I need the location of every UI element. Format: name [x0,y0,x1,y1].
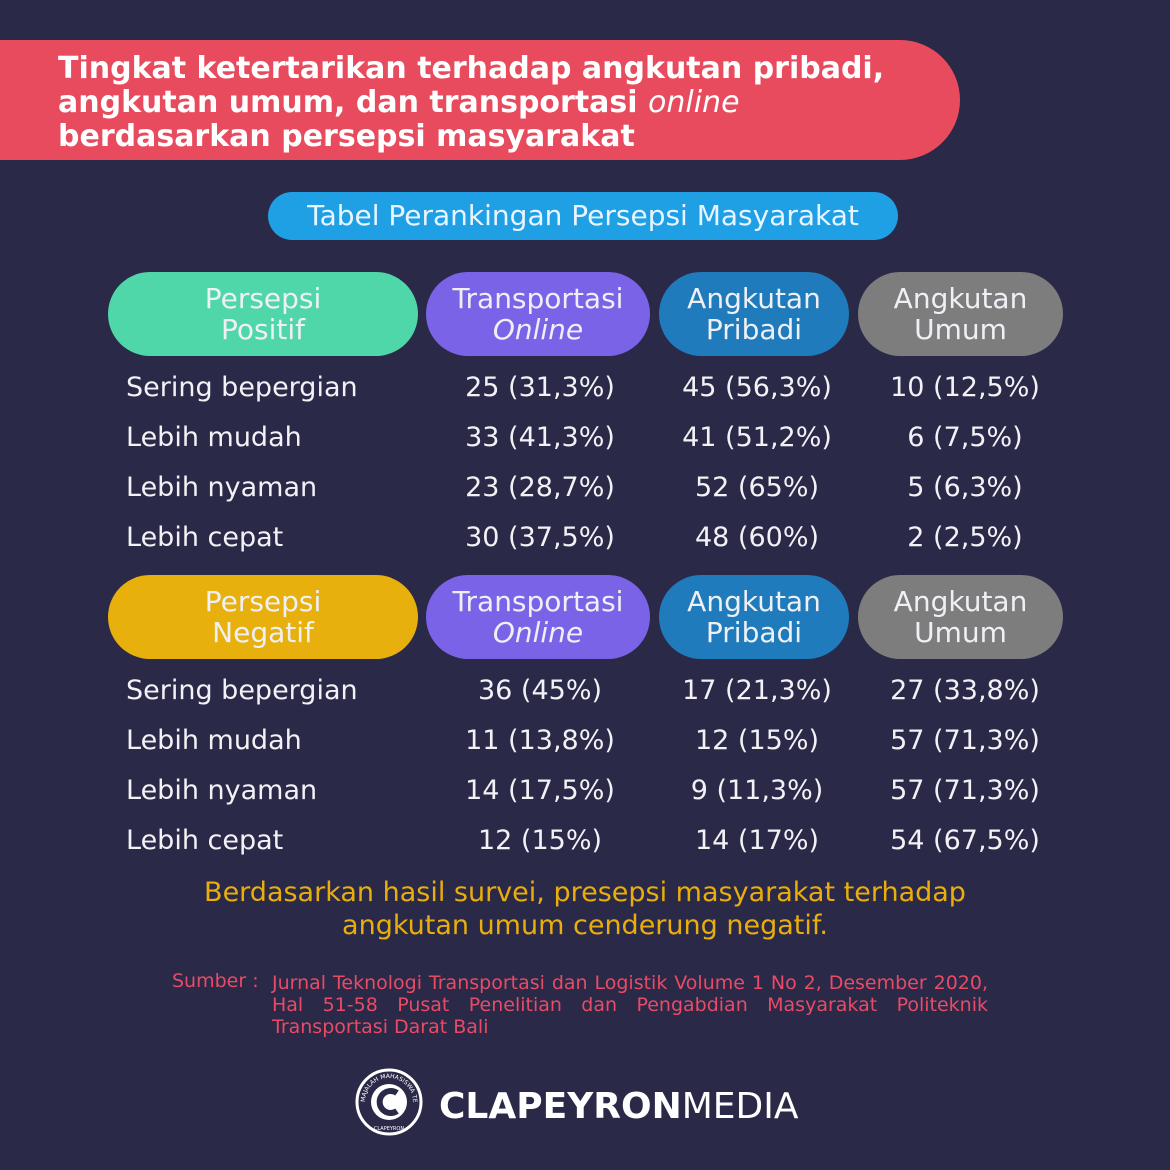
header-pill: Transportasi Online [426,272,650,356]
header-line: Online [492,616,584,649]
header-line: Positif [221,313,305,346]
source-text: Jurnal Teknologi Transportasi dan Logist… [272,972,988,1038]
logo: MAJALAH MAHASISWA TEKNIK SIPIL UGM CLAPE… [355,1060,799,1136]
row-label: Lebih cepat [126,825,284,856]
cell-value: 57 (71,3%) [890,725,1040,756]
cell-value: 52 (65%) [694,472,820,503]
cell-value: 9 (11,3%) [690,775,824,806]
cell-value: 17 (21,3%) [682,675,832,706]
cell-value: 27 (33,8%) [890,675,1040,706]
header-pill: Angkutan Umum [858,575,1063,659]
header-pill: Persepsi Negatif [108,575,418,659]
header-line: Transportasi [452,585,624,618]
cell-value: 36 (45%) [477,675,603,706]
logo-name-bold: CLAPEYRON [439,1086,682,1127]
header-line: Umum [914,616,1007,649]
row-label: Lebih mudah [126,422,302,453]
cell-value: 23 (28,7%) [465,472,615,503]
header-line: Pribadi [705,313,803,346]
header-line: Persepsi [204,282,322,315]
cell-value: 45 (56,3%) [682,372,832,403]
cell-value: 10 (12,5%) [890,372,1040,403]
cell-value: 5 (6,3%) [907,472,1023,503]
header-line: Pribadi [705,616,803,649]
logo-name: CLAPEYRONMEDIA [439,1086,799,1127]
header-pill: Transportasi Online [426,575,650,659]
cell-value: 14 (17,5%) [465,775,615,806]
header-line: Angkutan [687,585,821,618]
cell-value: 25 (31,3%) [465,372,615,403]
header-line: Transportasi [452,282,624,315]
cell-value: 30 (37,5%) [465,522,615,553]
header-pill: Angkutan Pribadi [659,272,849,356]
cell-value: 54 (67,5%) [890,825,1040,856]
row-label: Lebih mudah [126,725,302,756]
table-title: Tabel Perankingan Persepsi Masyarakat [268,192,898,240]
badge-ring [355,1068,423,1136]
cell-value: 2 (2,5%) [907,522,1023,553]
header-line: Angkutan [893,585,1028,618]
logo-suffix: MEDIA [682,1086,799,1127]
header-line: Persepsi [204,585,322,618]
cell-value: 57 (71,3%) [890,775,1040,806]
title-banner: Tingkat ketertarikan terhadap angkutan p… [0,40,960,160]
title-text: Tingkat ketertarikan terhadap angkutan p… [58,51,885,120]
badge-bottom: CLAPEYRON [374,1126,404,1132]
header-line: Online [492,313,584,346]
cell-value: 11 (13,8%) [465,725,615,756]
title-text: berdasarkan persepsi masyarakat [58,119,635,154]
header-pill: Angkutan Pribadi [659,575,849,659]
row-label: Lebih cepat [126,522,284,553]
cell-value: 33 (41,3%) [465,422,615,453]
row-label: Lebih nyaman [126,775,318,806]
cell-value: 14 (17%) [694,825,820,856]
row-label: Sering bepergian [126,372,358,403]
cell-value: 12 (15%) [694,725,820,756]
header-line: Angkutan [687,282,821,315]
cell-value: 41 (51,2%) [682,422,832,453]
header-line: Negatif [212,616,314,649]
conclusion: Berdasarkan hasil survei, presepsi masya… [204,877,966,941]
header-pill: Angkutan Umum [858,272,1063,356]
cell-value: 12 (15%) [477,825,603,856]
title-emphasis: online [648,85,740,120]
source-label: Sumber : [172,970,259,992]
header-line: Umum [914,313,1007,346]
header-line: Angkutan [893,282,1028,315]
badge-c [376,1088,399,1116]
cell-value: 6 (7,5%) [907,422,1023,453]
cell-value: 48 (60%) [694,522,820,553]
header-pill: Persepsi Positif [108,272,418,356]
row-label: Sering bepergian [126,675,358,706]
row-label: Lebih nyaman [126,472,318,503]
